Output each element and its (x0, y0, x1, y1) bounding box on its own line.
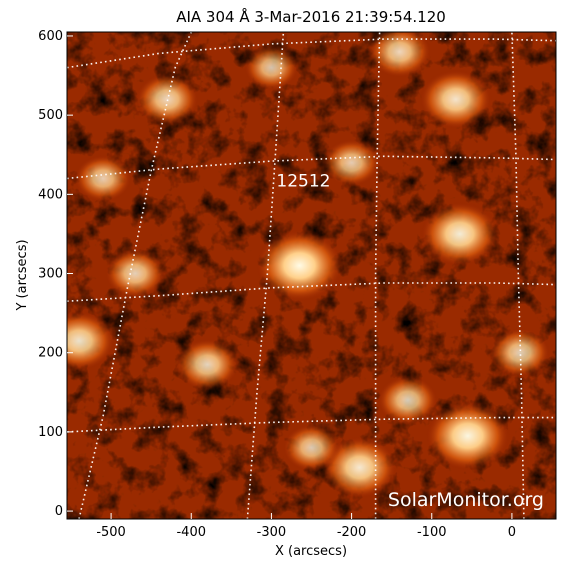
brightening-patch (321, 436, 398, 499)
longitude-gridline (511, 32, 525, 519)
map-panel (67, 32, 556, 519)
brightening-patch (420, 201, 500, 267)
brightening-patch (74, 154, 133, 203)
active-region-label: 12512 (276, 171, 330, 191)
plot-frame (66, 31, 557, 520)
brightening-patch (322, 138, 381, 187)
solarmonitor-watermark: SolarMonitor.org (388, 489, 544, 511)
y-tick-label: 200 (38, 346, 63, 361)
longitude-gridline (374, 32, 381, 519)
y-tick-label: 600 (38, 29, 63, 44)
x-tick-label: -200 (337, 525, 367, 540)
latitude-gridline (67, 416, 556, 433)
y-tick-label: 100 (38, 425, 63, 440)
brightening-patch (425, 401, 511, 471)
brightening-patch (67, 310, 116, 371)
y-tick-label: 500 (38, 108, 63, 123)
brightening-patch (419, 69, 493, 130)
map-title: AIA 304 Å 3-Mar-2016 21:39:54.120 (176, 7, 446, 26)
latitude-gridline (67, 155, 556, 180)
y-tick-label: 400 (38, 187, 63, 202)
brightening-patch (175, 338, 240, 391)
axis-ticks (67, 35, 513, 519)
brightening-patch (489, 327, 551, 378)
brightening-patch (243, 45, 299, 91)
x-tick-label: -500 (96, 525, 126, 540)
x-tick-label: -100 (417, 525, 447, 540)
latitude-gridline (67, 38, 556, 69)
brightening-patch (255, 229, 344, 302)
heliographic-grid (67, 32, 556, 519)
brightening-patch (377, 375, 439, 426)
brightening-patch (135, 73, 200, 126)
x-tick-label: -400 (176, 525, 206, 540)
longitude-gridline (246, 32, 285, 519)
y-tick-label: 300 (38, 267, 63, 282)
y-tick-labels: 0 100 200 300 400 500 600 (38, 29, 63, 519)
x-tick-labels: -500 -400 -300 -200 -100 0 (96, 525, 516, 540)
x-tick-label: 0 (508, 525, 516, 540)
y-tick-label: 0 (55, 504, 63, 519)
x-tick-label: -300 (257, 525, 287, 540)
brightening-patch (282, 423, 341, 472)
brightening-patch (367, 32, 432, 79)
brightening-layer (67, 32, 551, 499)
brightening-patch (104, 248, 166, 299)
x-axis-label: X (arcsecs) (275, 544, 347, 559)
y-axis-label: Y (arcsecs) (15, 239, 30, 311)
latitude-gridline (67, 282, 556, 302)
